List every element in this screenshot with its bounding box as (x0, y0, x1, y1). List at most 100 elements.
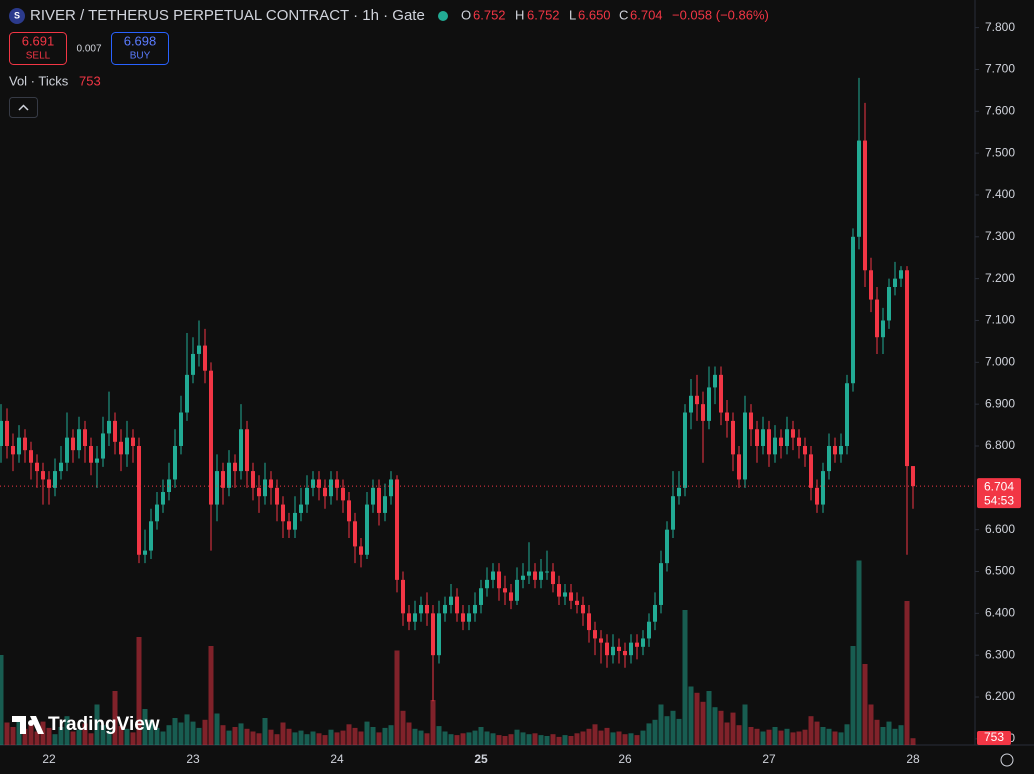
y-tick-label: 7.600 (985, 103, 1015, 117)
volume-bar (34, 731, 40, 745)
candle-body (557, 584, 561, 597)
candle-body (437, 613, 441, 656)
volume-bar (532, 733, 538, 745)
candle-body (689, 395, 693, 413)
volume-bar (382, 727, 388, 745)
y-tick-label: 6.900 (985, 396, 1015, 410)
volume-bar (10, 727, 16, 745)
candle-body (455, 596, 459, 614)
volume-label-box (977, 731, 1011, 745)
volume-bar (250, 731, 256, 745)
logo-mark (12, 716, 44, 734)
change: −0.058 (−0.86%) (672, 7, 769, 22)
candle-body (473, 604, 477, 614)
candle-body (743, 412, 747, 480)
countdown: 54:53 (984, 493, 1014, 507)
candle-body (833, 445, 837, 455)
buy-label: BUY (130, 51, 151, 62)
volume-bar (172, 718, 178, 745)
volume-bar (184, 714, 190, 745)
volume-bar (604, 727, 610, 745)
candle-body (677, 487, 681, 497)
volume-bar (124, 728, 130, 745)
settings-button[interactable] (1000, 753, 1014, 767)
volume-bar (838, 732, 844, 745)
volume-bar (676, 718, 682, 745)
volume-bar (76, 729, 82, 745)
volume-bar (586, 728, 592, 745)
volume-bar (400, 710, 406, 745)
candle-body (317, 479, 321, 488)
candle-body (329, 479, 333, 497)
candle-body (29, 450, 33, 463)
candle-body (377, 487, 381, 513)
volume-bar (394, 650, 400, 745)
volume-bar (628, 733, 634, 745)
candle-body (875, 299, 879, 338)
collapse-button[interactable] (9, 97, 38, 118)
volume-bar (466, 732, 472, 745)
candle-body (167, 479, 171, 493)
volume-bar (88, 733, 94, 745)
candle-body (65, 437, 69, 463)
buy-button[interactable] (111, 32, 169, 65)
candle-body (635, 642, 639, 647)
volume-bar (664, 716, 670, 745)
candle-body (893, 278, 897, 288)
volume-bar (94, 704, 100, 745)
volume-bar (112, 691, 118, 745)
candle-body (311, 479, 315, 488)
volume-bar (910, 738, 916, 745)
volume-bar (784, 728, 790, 745)
candle-body (149, 521, 153, 551)
volume-bar (370, 727, 376, 745)
candle-body (551, 571, 555, 585)
candle-body (773, 437, 777, 455)
volume-bar (268, 729, 274, 745)
volume-bar (202, 719, 208, 745)
candle-body (143, 550, 147, 555)
volume-bar (358, 731, 364, 745)
candle-body (491, 571, 495, 580)
volume-bar (64, 716, 70, 745)
volume-bar (52, 734, 58, 745)
volume-bar (550, 734, 556, 745)
candle-body (599, 638, 603, 643)
volume-bar (328, 729, 334, 745)
symbol-icon (9, 8, 25, 24)
candle-body (353, 521, 357, 547)
candle-body (137, 445, 141, 555)
volume-bar (442, 731, 448, 745)
candle-body (347, 500, 351, 522)
volume-bar (574, 733, 580, 745)
candle-body (119, 441, 123, 455)
volume-bar (802, 729, 808, 745)
candle-body (899, 270, 903, 279)
candle-body (17, 437, 21, 455)
volume-bar (448, 734, 454, 745)
volume-bar (256, 733, 262, 745)
candle-body (809, 454, 813, 488)
candle-body (287, 521, 291, 530)
candle-body (767, 429, 771, 455)
x-tick-label: 26 (618, 752, 632, 766)
candle-body (629, 642, 633, 656)
candle-body (95, 458, 99, 463)
volume-bar (352, 727, 358, 745)
candle-body (737, 454, 741, 480)
volume-bar (4, 722, 10, 745)
candle-body (539, 571, 543, 580)
ohlc-key: H (515, 7, 524, 22)
volume-bar (454, 735, 460, 745)
volume-bar (706, 691, 712, 745)
volume-bar (298, 730, 304, 745)
candle-body (839, 445, 843, 455)
candle-body (845, 383, 849, 446)
volume-bar (640, 730, 646, 745)
sell-button[interactable] (9, 32, 67, 65)
volume-bar (304, 734, 310, 745)
volume-bar (100, 725, 106, 745)
candle-body (11, 445, 15, 455)
symbol-icon-letter: S (14, 10, 20, 20)
